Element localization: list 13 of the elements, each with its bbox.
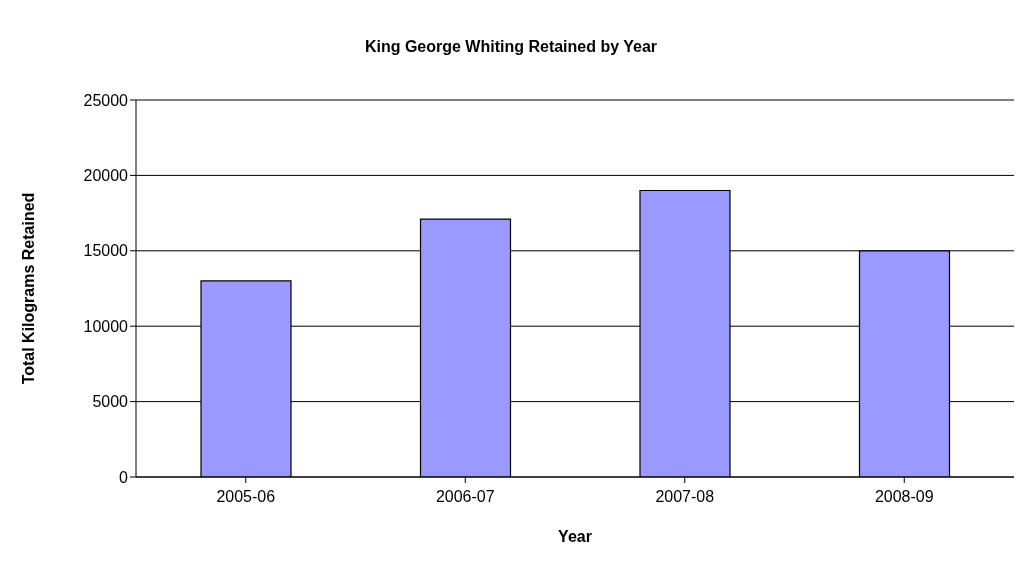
y-tick-label: 5000 — [92, 393, 129, 411]
x-axis-title: Year — [558, 528, 592, 545]
y-tick-label: 25000 — [83, 91, 129, 109]
y-tick-label: 15000 — [83, 242, 129, 260]
x-tick-label: 2007-08 — [655, 488, 715, 506]
x-tick-label: 2008-09 — [874, 488, 934, 506]
x-tick-label: 2006-07 — [435, 488, 495, 506]
chart-title: King George Whiting Retained by Year — [363, 38, 659, 56]
y-axis-title: Total Kilograms Retained — [19, 192, 37, 385]
y-tick-label: 10000 — [83, 317, 129, 335]
x-tick-label: 2005-06 — [216, 488, 276, 506]
y-tick-label: 0 — [119, 468, 129, 486]
y-tick-label: 20000 — [83, 167, 129, 185]
